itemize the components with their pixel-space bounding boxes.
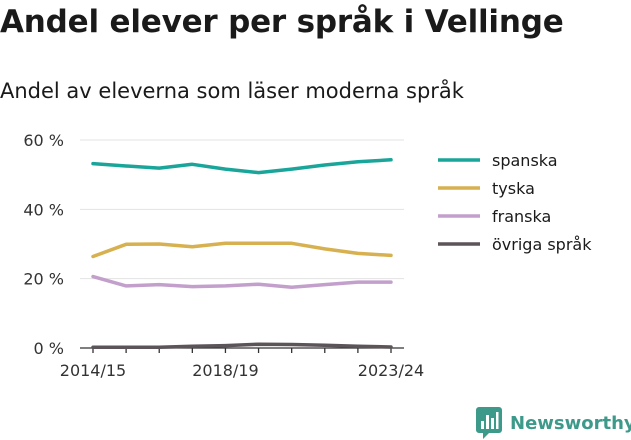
legend-label: franska [492, 207, 551, 226]
y-tick-label: 40 % [23, 200, 64, 219]
series-line-spanska [91, 158, 393, 175]
legend-item: övriga språk [438, 235, 592, 254]
y-tick-label: 60 % [23, 131, 64, 150]
chart-subtitle: Andel av eleverna som läser moderna språ… [0, 79, 464, 103]
brand-name: Newsworthy [510, 412, 631, 434]
legend-item: tyska [438, 179, 535, 198]
x-tick-label: 2018/19 [192, 361, 258, 380]
series-line-franska [91, 274, 393, 290]
y-tick-label: 0 % [34, 339, 64, 358]
y-tick-label: 20 % [23, 270, 64, 289]
legend-item: spanska [438, 151, 558, 170]
legend: spanska tyska franska övriga språk [438, 151, 592, 254]
chart-title: Andel elever per språk i Vellinge [0, 4, 564, 40]
x-tick-label: 2014/15 [60, 361, 126, 380]
legend-label: tyska [492, 179, 535, 198]
series-line-tyska [91, 241, 393, 259]
bar-chart-bubble-icon [476, 407, 502, 439]
x-tick-label: 2023/24 [358, 361, 424, 380]
legend-item: franska [438, 207, 551, 226]
legend-label: spanska [492, 151, 558, 170]
series-line-övriga-språk [91, 342, 393, 350]
series [91, 158, 393, 350]
axes: 0 % 20 % 40 % 60 % 2014/15 2018/19 2023/24 [23, 131, 424, 380]
legend-label: övriga språk [492, 235, 592, 254]
newsworthy-logo: Newsworthy [476, 406, 631, 440]
grid [80, 139, 404, 280]
